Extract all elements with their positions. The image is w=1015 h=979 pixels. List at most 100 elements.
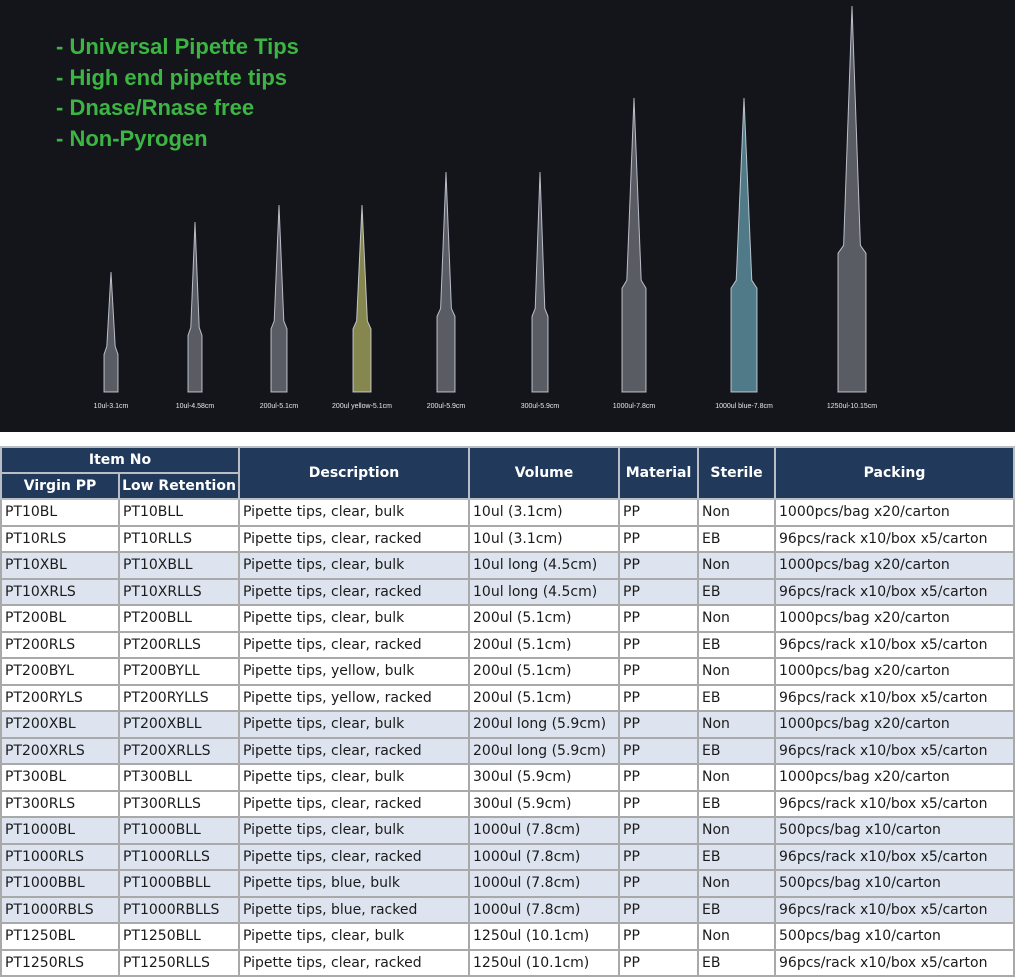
feature-list: - Universal Pipette Tips - High end pipe… (56, 32, 299, 154)
cell-packing: 1000pcs/bag x20/carton (774, 763, 1015, 792)
tip-label: 200ul-5.9cm (426, 403, 466, 410)
pipette-tip-clear (187, 221, 203, 393)
cell-material: PP (618, 551, 699, 580)
cell-virgin-pp: PT200XBL (0, 710, 120, 739)
pipette-tip-yellow (352, 204, 372, 393)
product-banner: - Universal Pipette Tips - High end pipe… (0, 0, 1015, 432)
cell-material: PP (618, 630, 699, 659)
cell-description: Pipette tips, clear, racked (238, 577, 470, 606)
cell-material: PP (618, 604, 699, 633)
cell-packing: 96pcs/rack x10/box x5/carton (774, 630, 1015, 659)
header-volume: Volume (468, 446, 620, 500)
cell-packing: 1000pcs/bag x20/carton (774, 604, 1015, 633)
cell-volume: 1250ul (10.1cm) (468, 948, 620, 977)
cell-sterile: EB (697, 524, 776, 553)
cell-virgin-pp: PT200XRLS (0, 736, 120, 765)
header-item-no: Item No (0, 446, 240, 474)
cell-sterile: EB (697, 736, 776, 765)
cell-virgin-pp: PT300BL (0, 763, 120, 792)
cell-sterile: Non (697, 498, 776, 527)
cell-low-retention: PT1000BBLL (118, 869, 240, 898)
cell-sterile: Non (697, 869, 776, 898)
cell-description: Pipette tips, clear, racked (238, 524, 470, 553)
table-row: PT10BL PT10BLL Pipette tips, clear, bulk 10… (0, 498, 1015, 527)
cell-virgin-pp: PT10BL (0, 498, 120, 527)
tip-label: 1000ul blue-7.8cm (715, 403, 773, 410)
cell-virgin-pp: PT300RLS (0, 789, 120, 818)
table-row: PT300RLS PT300RLLS Pipette tips, clear, ra… (0, 789, 1015, 818)
cell-low-retention: PT200BLL (118, 604, 240, 633)
cell-virgin-pp: PT200RYLS (0, 683, 120, 712)
header-packing: Packing (774, 446, 1015, 500)
cell-description: Pipette tips, clear, bulk (238, 922, 470, 951)
cell-packing: 96pcs/rack x10/box x5/carton (774, 577, 1015, 606)
cell-material: PP (618, 657, 699, 686)
cell-description: Pipette tips, clear, racked (238, 842, 470, 871)
cell-virgin-pp: PT1000BBL (0, 869, 120, 898)
cell-volume: 200ul (5.1cm) (468, 604, 620, 633)
cell-sterile: Non (697, 816, 776, 845)
table-row: PT200XRLS PT200XRLLS Pipette tips, clear, … (0, 736, 1015, 765)
cell-virgin-pp: PT200BL (0, 604, 120, 633)
cell-sterile: EB (697, 789, 776, 818)
cell-material: PP (618, 842, 699, 871)
cell-virgin-pp: PT1000BL (0, 816, 120, 845)
cell-material: PP (618, 816, 699, 845)
cell-material: PP (618, 948, 699, 977)
tip-label: 10ul-3.1cm (93, 403, 129, 410)
table-row: PT1000RLS PT1000RLLS Pipette tips, clear, … (0, 842, 1015, 871)
cell-description: Pipette tips, yellow, racked (238, 683, 470, 712)
pipette-tips-image (103, 5, 867, 393)
cell-sterile: EB (697, 895, 776, 924)
pipette-tip-clear (837, 5, 867, 393)
cell-volume: 300ul (5.9cm) (468, 763, 620, 792)
cell-volume: 200ul (5.1cm) (468, 657, 620, 686)
cell-low-retention: PT1250RLLS (118, 948, 240, 977)
cell-virgin-pp: PT10RLS (0, 524, 120, 553)
pipette-tip-clear (103, 271, 119, 393)
cell-volume: 10ul (3.1cm) (468, 524, 620, 553)
cell-virgin-pp: PT10XRLS (0, 577, 120, 606)
cell-description: Pipette tips, clear, bulk (238, 710, 470, 739)
cell-low-retention: PT1000RBLLS (118, 895, 240, 924)
feature-item: - Non-Pyrogen (56, 125, 208, 151)
pipette-tip-clear (436, 171, 456, 393)
cell-packing: 1000pcs/bag x20/carton (774, 551, 1015, 580)
cell-sterile: Non (697, 551, 776, 580)
header-sterile: Sterile (697, 446, 776, 500)
cell-description: Pipette tips, clear, racked (238, 948, 470, 977)
cell-sterile: EB (697, 683, 776, 712)
pipette-tip-clear (531, 171, 549, 393)
cell-packing: 500pcs/bag x10/carton (774, 816, 1015, 845)
cell-description: Pipette tips, clear, racked (238, 736, 470, 765)
cell-description: Pipette tips, blue, racked (238, 895, 470, 924)
pipette-tip-clear (270, 204, 288, 393)
pipette-tip-blue (730, 97, 758, 393)
header-low-retention: Low Retention (118, 472, 240, 500)
cell-low-retention: PT200RYLLS (118, 683, 240, 712)
cell-packing: 96pcs/rack x10/box x5/carton (774, 524, 1015, 553)
cell-packing: 96pcs/rack x10/box x5/carton (774, 842, 1015, 871)
cell-material: PP (618, 577, 699, 606)
cell-packing: 96pcs/rack x10/box x5/carton (774, 683, 1015, 712)
product-table: Item No Description Volume Material Ster… (0, 446, 1015, 977)
cell-virgin-pp: PT1000RBLS (0, 895, 120, 924)
cell-packing: 1000pcs/bag x20/carton (774, 710, 1015, 739)
cell-volume: 1250ul (10.1cm) (468, 922, 620, 951)
cell-description: Pipette tips, yellow, bulk (238, 657, 470, 686)
cell-packing: 1000pcs/bag x20/carton (774, 498, 1015, 527)
cell-description: Pipette tips, clear, racked (238, 789, 470, 818)
table-row: PT10XRLS PT10XRLLS Pipette tips, clear, ra… (0, 577, 1015, 606)
cell-volume: 1000ul (7.8cm) (468, 816, 620, 845)
cell-description: Pipette tips, blue, bulk (238, 869, 470, 898)
cell-material: PP (618, 524, 699, 553)
tip-label: 200ul-5.1cm (259, 403, 299, 410)
cell-packing: 500pcs/bag x10/carton (774, 922, 1015, 951)
cell-volume: 1000ul (7.8cm) (468, 895, 620, 924)
feature-item: - Universal Pipette Tips (56, 34, 299, 59)
header-description: Description (238, 446, 470, 500)
cell-description: Pipette tips, clear, bulk (238, 763, 470, 792)
cell-sterile: EB (697, 948, 776, 977)
header-virgin-pp: Virgin PP (0, 472, 120, 500)
tip-label: 300ul-5.9cm (520, 403, 560, 410)
